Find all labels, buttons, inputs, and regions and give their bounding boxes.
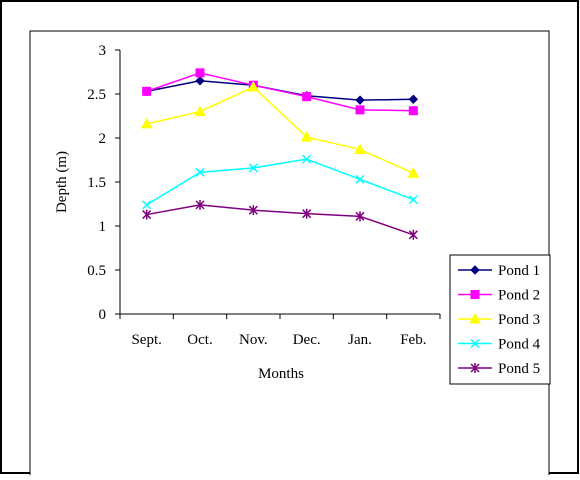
data-point-pond-3 — [407, 167, 420, 178]
y-tick-label: 1 — [99, 219, 107, 235]
x-tick-label: Feb. — [400, 332, 426, 348]
data-point-pond-1 — [355, 95, 365, 105]
x-tick-label: Nov. — [239, 332, 268, 348]
series-line-pond-4 — [146, 158, 414, 206]
y-axis-title: Depth (m) — [54, 151, 70, 213]
x-tick-label: Sept. — [131, 332, 161, 348]
data-point-pond-5 — [142, 209, 152, 220]
data-point-pond-3 — [194, 105, 206, 117]
series-line-pond-2 — [146, 72, 414, 112]
series-line-pond-3 — [146, 86, 414, 174]
data-point-pond-3 — [247, 80, 260, 92]
y-tick-label: 0 — [99, 307, 107, 323]
data-point-pond-4 — [142, 200, 152, 210]
data-point-pond-3 — [140, 117, 153, 129]
legend-marker-pond-3 — [469, 312, 481, 324]
data-point-pond-4 — [302, 154, 312, 164]
data-point-pond-5 — [355, 211, 365, 222]
legend-marker-pond-4 — [470, 338, 480, 349]
y-tick-label: 1.5 — [87, 175, 106, 191]
data-point-pond-5 — [248, 205, 258, 216]
data-point-pond-2 — [355, 105, 365, 115]
legend-label-pond-5: Pond 5 — [498, 361, 540, 377]
legend-marker-pond-2 — [470, 290, 480, 299]
data-point-pond-5 — [408, 229, 418, 240]
series-line-pond-5 — [146, 204, 414, 236]
y-tick-label: 2.5 — [87, 87, 106, 103]
y-tick-label: 0.5 — [87, 263, 106, 279]
data-point-pond-4 — [195, 167, 205, 177]
data-point-pond-5 — [195, 199, 205, 210]
legend: Pond 1 Pond 2 Pond 3 Pond 4 Pond 5 — [449, 254, 551, 385]
data-point-pond-5 — [302, 208, 312, 219]
legend-marker-pond-1 — [470, 265, 480, 275]
axes-group: 0 0.5 1 1.5 2 2.5 3 Sept. Oct. Nov. Dec. Jan. Feb. — [87, 43, 441, 348]
x-axis-title: Months — [258, 366, 304, 382]
data-point-pond-4 — [248, 163, 258, 173]
data-point-pond-4 — [408, 195, 418, 205]
x-tick-label: Dec. — [293, 332, 321, 348]
series-group — [140, 68, 420, 240]
x-tick-label: Oct. — [187, 332, 212, 348]
y-tick-label: 2 — [99, 131, 107, 147]
data-point-pond-2 — [302, 92, 312, 102]
chart-area-border — [29, 30, 550, 480]
legend-marker-pond-5 — [470, 363, 480, 373]
data-point-pond-2 — [408, 106, 418, 116]
data-point-pond-3 — [300, 131, 313, 142]
data-point-pond-1 — [408, 94, 419, 104]
data-point-pond-4 — [355, 174, 365, 184]
data-point-pond-1 — [195, 76, 205, 86]
x-tick-label: Jan. — [348, 332, 372, 348]
legend-label-pond-3: Pond 3 — [498, 312, 540, 328]
legend-label-pond-1: Pond 1 — [498, 263, 540, 279]
y-tick-label: 3 — [99, 43, 107, 59]
legend-label-pond-2: Pond 2 — [498, 288, 540, 304]
data-point-pond-3 — [354, 143, 366, 154]
data-point-pond-2 — [195, 68, 205, 78]
legend-label-pond-4: Pond 4 — [498, 337, 541, 353]
data-point-pond-2 — [142, 86, 152, 96]
